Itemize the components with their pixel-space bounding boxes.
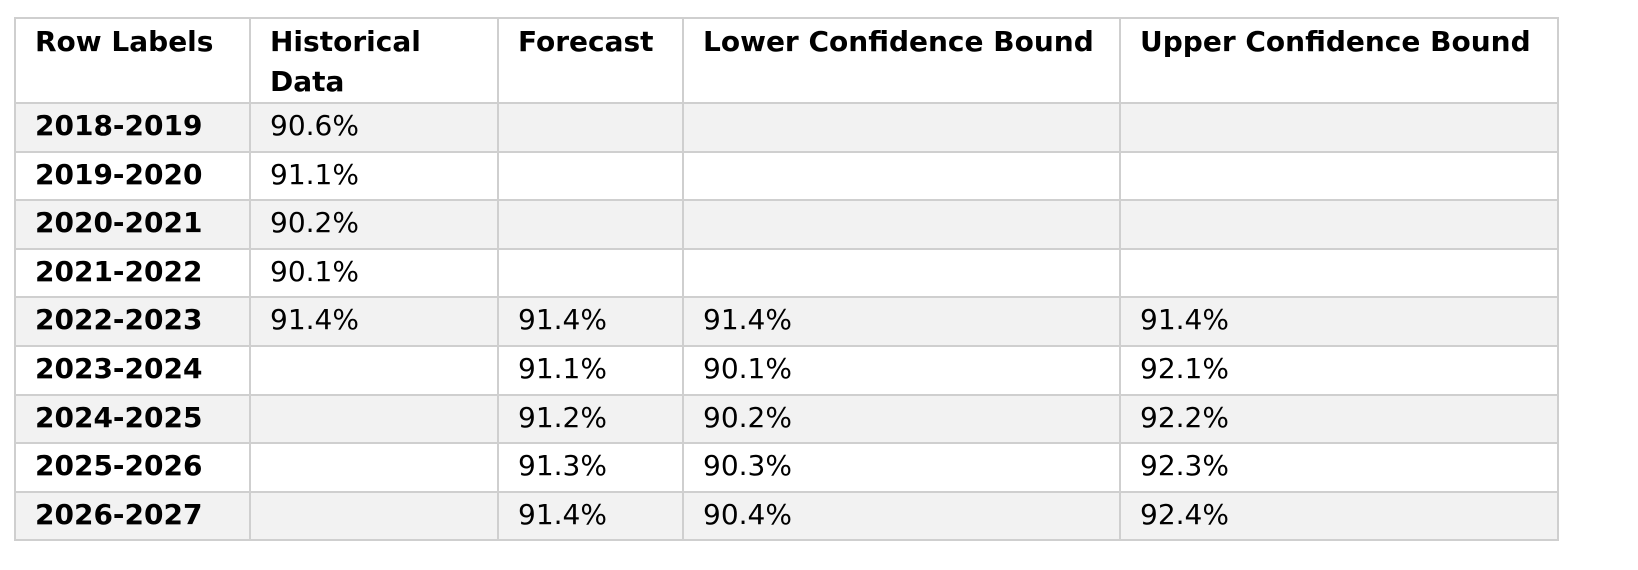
lower-bound-cell [682,199,1121,250]
header-historical-data: Historical Data [249,17,499,104]
lower-bound-cell [682,102,1121,153]
forecast-cell: 91.4% [497,296,684,347]
row-label-cell: 2020-2021 [14,199,251,250]
upper-bound-cell: 91.4% [1119,296,1559,347]
upper-bound-cell [1119,199,1559,250]
row-label-cell: 2024-2025 [14,393,251,445]
forecast-cell [497,199,684,250]
header-lower-confidence-bound: Lower Confidence Bound [682,17,1121,104]
row-label-cell: 2025-2026 [14,442,251,493]
table-row: 2026-2027 91.4% 90.4% 92.4% [14,490,1559,542]
row-label-cell: 2023-2024 [14,344,251,396]
forecast-table: Row Labels Historical Data Forecast Lowe… [14,17,1559,542]
forecast-cell: 91.2% [497,393,684,445]
upper-bound-cell: 92.1% [1119,344,1559,396]
historical-data-cell: 90.6% [249,102,499,153]
row-label-cell: 2018-2019 [14,102,251,153]
historical-data-cell [249,344,499,396]
historical-data-cell: 90.2% [249,199,499,250]
table-row: 2025-2026 91.3% 90.3% 92.3% [14,442,1559,493]
row-label-cell: 2026-2027 [14,490,251,542]
table-row: 2020-2021 90.2% [14,199,1559,250]
table-row: 2024-2025 91.2% 90.2% 92.2% [14,393,1559,445]
table-row: 2022-2023 91.4% 91.4% 91.4% 91.4% [14,296,1559,347]
forecast-cell [497,150,684,202]
forecast-cell [497,247,684,299]
forecast-table-container: Row Labels Historical Data Forecast Lowe… [14,17,1559,542]
table-row: 2023-2024 91.1% 90.1% 92.1% [14,344,1559,396]
lower-bound-cell: 90.3% [682,442,1121,493]
row-label-cell: 2021-2022 [14,247,251,299]
table-row: 2019-2020 91.1% [14,150,1559,202]
table-header-row: Row Labels Historical Data Forecast Lowe… [14,17,1559,104]
lower-bound-cell [682,150,1121,202]
forecast-cell: 91.3% [497,442,684,493]
historical-data-cell: 90.1% [249,247,499,299]
lower-bound-cell: 90.4% [682,490,1121,542]
header-upper-confidence-bound: Upper Confidence Bound [1119,17,1559,104]
lower-bound-cell [682,247,1121,299]
historical-data-cell: 91.1% [249,150,499,202]
header-row-labels: Row Labels [14,17,251,104]
upper-bound-cell: 92.2% [1119,393,1559,445]
upper-bound-cell [1119,102,1559,153]
table-row: 2018-2019 90.6% [14,102,1559,153]
row-label-cell: 2022-2023 [14,296,251,347]
header-forecast: Forecast [497,17,684,104]
forecast-cell [497,102,684,153]
historical-data-cell [249,442,499,493]
historical-data-cell: 91.4% [249,296,499,347]
lower-bound-cell: 91.4% [682,296,1121,347]
historical-data-cell [249,490,499,542]
row-label-cell: 2019-2020 [14,150,251,202]
upper-bound-cell [1119,150,1559,202]
upper-bound-cell: 92.3% [1119,442,1559,493]
forecast-cell: 91.4% [497,490,684,542]
upper-bound-cell [1119,247,1559,299]
table-row: 2021-2022 90.1% [14,247,1559,299]
forecast-cell: 91.1% [497,344,684,396]
lower-bound-cell: 90.2% [682,393,1121,445]
lower-bound-cell: 90.1% [682,344,1121,396]
upper-bound-cell: 92.4% [1119,490,1559,542]
historical-data-cell [249,393,499,445]
